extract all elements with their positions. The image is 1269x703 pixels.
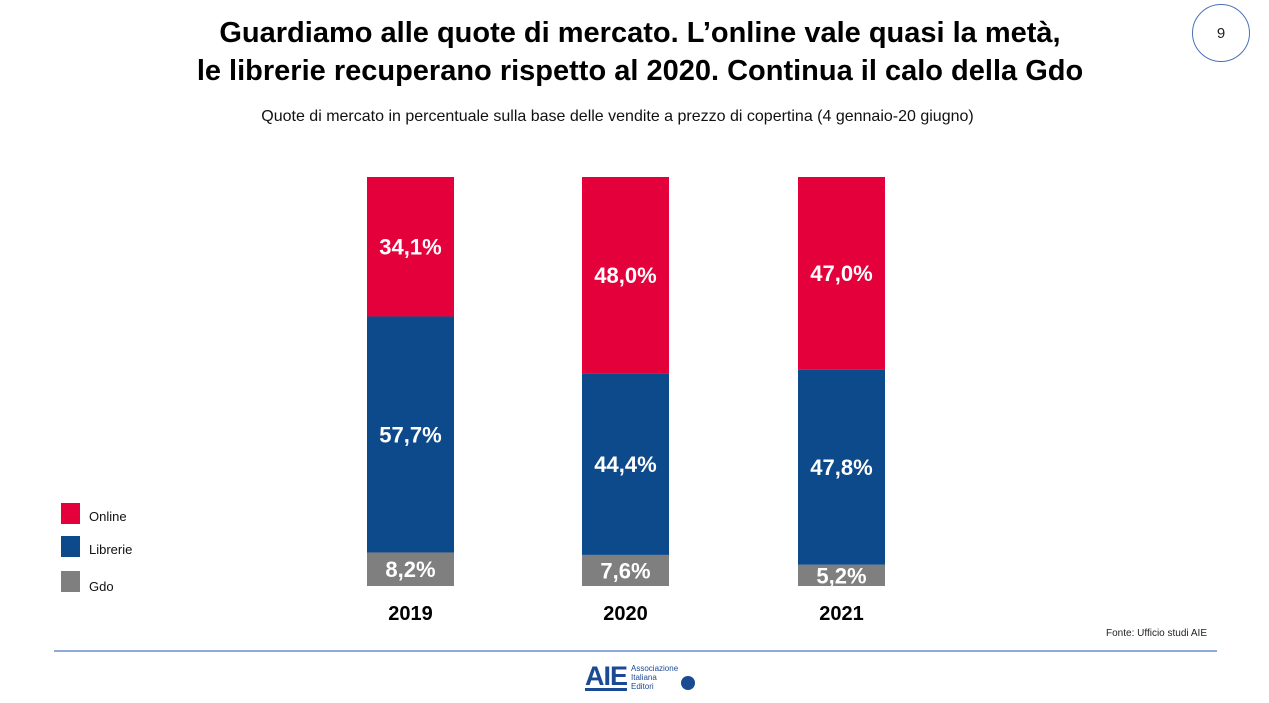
legend-swatch-librerie — [61, 536, 80, 557]
bar-online-2019 — [367, 177, 454, 317]
title-line-2: le librerie recuperano rispetto al 2020.… — [196, 55, 1084, 87]
logo-text-line: Associazione — [631, 664, 679, 673]
legend-swatch-gdo — [61, 571, 80, 592]
logo-text-line: Editori — [631, 682, 654, 691]
bar-librerie-2020 — [582, 373, 669, 555]
page-number: 9 — [1192, 4, 1250, 62]
data-label: 34,1% — [379, 235, 441, 260]
data-label: 5,2% — [816, 563, 866, 588]
data-label: 44,4% — [594, 452, 656, 477]
logo-text: Associazione Italiana Editori — [631, 664, 678, 691]
logo-text-line: Italiana — [631, 673, 657, 682]
data-label: 47,0% — [810, 261, 872, 286]
page-title: Guardiamo alle quote di mercato. L’onlin… — [0, 14, 1269, 90]
data-label: 57,7% — [379, 422, 441, 447]
footer-divider — [54, 650, 1217, 652]
source-note: Fonte: Ufficio studi AIE — [1106, 628, 1207, 639]
bar-librerie-2019 — [367, 316, 454, 553]
logo-mark: AIE — [585, 661, 628, 691]
legend-label: Librerie — [89, 542, 132, 557]
x-tick-label: 2019 — [388, 603, 433, 625]
x-tick-label: 2021 — [819, 603, 864, 625]
logo-seal — [681, 675, 696, 690]
data-label: 48,0% — [594, 263, 656, 288]
data-label: 7,6% — [600, 558, 650, 583]
data-label: 8,2% — [385, 557, 435, 582]
aie-logo: AIE Associazione Italiana Editori — [585, 661, 696, 691]
bar-librerie-2021 — [798, 369, 885, 565]
bar-gdo-2021 — [798, 564, 885, 586]
bar-gdo-2019 — [367, 552, 454, 586]
title-line-1: Guardiamo alle quote di mercato. L’onlin… — [219, 17, 1061, 49]
x-tick-label: 2020 — [603, 603, 648, 625]
stacked-bar-chart: 8,2% 57,7% 34,1% 2019 7,6% 44,4% 48,0% 2020 5,2%… — [61, 177, 885, 625]
legend-swatch-online — [61, 503, 80, 524]
bar-online-2021 — [798, 177, 885, 370]
legend-label: Gdo — [89, 579, 114, 594]
data-label: 47,8% — [810, 455, 872, 480]
chart-subtitle: Quote di mercato in percentuale sulla ba… — [261, 108, 974, 125]
bar-online-2020 — [582, 177, 669, 374]
bar-gdo-2020 — [582, 554, 669, 586]
legend-label: Online — [89, 509, 127, 524]
